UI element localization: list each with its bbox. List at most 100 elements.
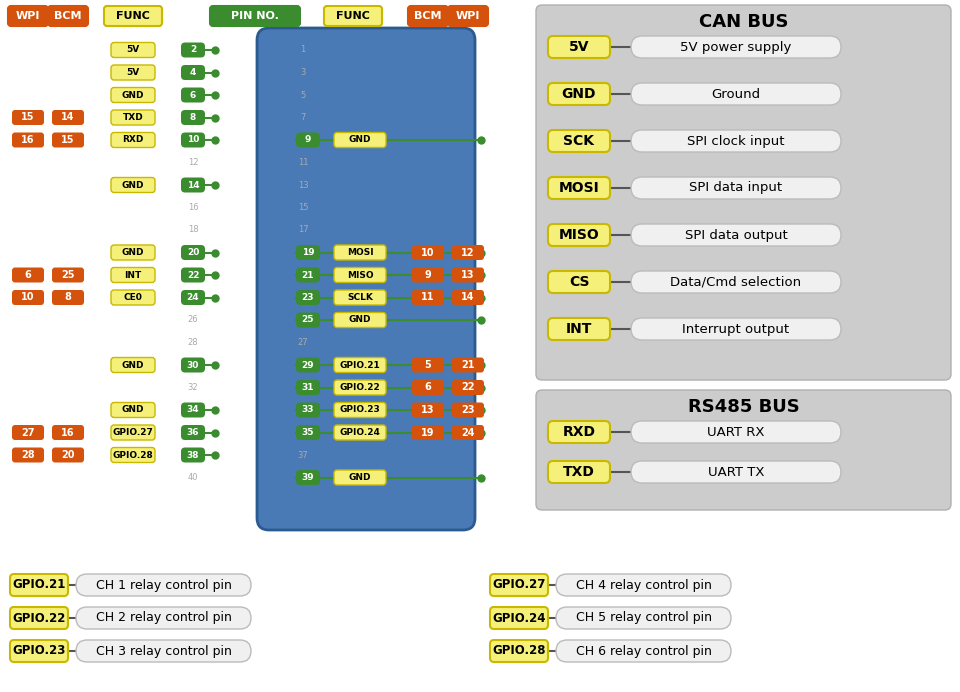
FancyBboxPatch shape xyxy=(111,268,155,282)
Text: RXD: RXD xyxy=(122,136,144,145)
Text: GPIO.21: GPIO.21 xyxy=(12,579,65,592)
Text: 24: 24 xyxy=(461,428,475,437)
Text: MISO: MISO xyxy=(347,271,373,280)
Text: 11: 11 xyxy=(421,293,435,302)
Text: FUNC: FUNC xyxy=(336,11,370,21)
Text: GPIO.28: GPIO.28 xyxy=(112,450,154,459)
Text: 8: 8 xyxy=(190,113,196,122)
Text: 19: 19 xyxy=(421,428,435,437)
FancyBboxPatch shape xyxy=(12,425,44,440)
FancyBboxPatch shape xyxy=(296,425,320,440)
Text: GND: GND xyxy=(562,87,596,101)
Text: 28: 28 xyxy=(188,338,199,347)
Text: 35: 35 xyxy=(301,428,314,437)
FancyBboxPatch shape xyxy=(210,6,300,26)
FancyBboxPatch shape xyxy=(12,110,44,125)
FancyBboxPatch shape xyxy=(181,245,205,260)
Text: GND: GND xyxy=(122,181,144,190)
FancyBboxPatch shape xyxy=(296,380,320,395)
Text: 20: 20 xyxy=(187,248,199,257)
Text: GND: GND xyxy=(122,406,144,415)
Text: 33: 33 xyxy=(301,406,314,415)
Text: 13: 13 xyxy=(461,270,475,280)
FancyBboxPatch shape xyxy=(452,358,484,372)
Text: GND: GND xyxy=(122,248,144,257)
Text: 9: 9 xyxy=(305,136,311,145)
FancyBboxPatch shape xyxy=(334,470,386,485)
Text: 29: 29 xyxy=(301,361,314,370)
FancyBboxPatch shape xyxy=(296,132,320,147)
Text: MISO: MISO xyxy=(559,228,599,242)
Text: 40: 40 xyxy=(188,473,199,482)
FancyBboxPatch shape xyxy=(452,268,484,282)
Text: SCLK: SCLK xyxy=(348,293,372,302)
FancyBboxPatch shape xyxy=(556,607,731,629)
FancyBboxPatch shape xyxy=(631,421,841,443)
FancyBboxPatch shape xyxy=(452,380,484,395)
FancyBboxPatch shape xyxy=(548,461,610,483)
FancyBboxPatch shape xyxy=(296,358,320,372)
Text: GPIO.22: GPIO.22 xyxy=(12,612,65,624)
Text: 6: 6 xyxy=(190,91,196,100)
FancyBboxPatch shape xyxy=(76,640,251,662)
Text: 5: 5 xyxy=(424,360,431,370)
FancyBboxPatch shape xyxy=(631,177,841,199)
FancyBboxPatch shape xyxy=(48,6,88,26)
FancyBboxPatch shape xyxy=(10,640,68,662)
Text: 7: 7 xyxy=(300,113,305,122)
Text: UART TX: UART TX xyxy=(708,466,764,478)
Text: INT: INT xyxy=(565,322,592,336)
FancyBboxPatch shape xyxy=(111,448,155,462)
FancyBboxPatch shape xyxy=(548,36,610,58)
Text: 16: 16 xyxy=(61,428,75,437)
Text: 23: 23 xyxy=(301,293,314,302)
FancyBboxPatch shape xyxy=(181,178,205,192)
FancyBboxPatch shape xyxy=(324,6,382,26)
FancyBboxPatch shape xyxy=(12,268,44,282)
Text: 15: 15 xyxy=(298,203,308,212)
Text: GPIO.27: GPIO.27 xyxy=(112,428,154,437)
FancyBboxPatch shape xyxy=(111,245,155,260)
FancyBboxPatch shape xyxy=(548,271,610,293)
Text: 14: 14 xyxy=(461,293,475,302)
FancyBboxPatch shape xyxy=(181,87,205,102)
Text: 34: 34 xyxy=(186,406,200,415)
FancyBboxPatch shape xyxy=(334,358,386,372)
Text: RS485 BUS: RS485 BUS xyxy=(687,398,800,416)
FancyBboxPatch shape xyxy=(548,83,610,105)
Text: 6: 6 xyxy=(424,383,431,392)
Text: 15: 15 xyxy=(21,113,35,122)
Text: 17: 17 xyxy=(298,226,308,235)
FancyBboxPatch shape xyxy=(52,132,84,147)
FancyBboxPatch shape xyxy=(452,403,484,417)
Text: GPIO.27: GPIO.27 xyxy=(492,579,545,592)
Text: 14: 14 xyxy=(186,181,200,190)
Text: UART RX: UART RX xyxy=(708,426,765,439)
FancyBboxPatch shape xyxy=(12,448,44,462)
FancyBboxPatch shape xyxy=(76,607,251,629)
Text: 22: 22 xyxy=(461,383,475,392)
FancyBboxPatch shape xyxy=(52,110,84,125)
FancyBboxPatch shape xyxy=(181,132,205,147)
FancyBboxPatch shape xyxy=(412,245,444,260)
FancyBboxPatch shape xyxy=(296,245,320,260)
FancyBboxPatch shape xyxy=(111,87,155,102)
FancyBboxPatch shape xyxy=(452,245,484,260)
FancyBboxPatch shape xyxy=(631,130,841,152)
Text: 4: 4 xyxy=(190,68,196,77)
FancyBboxPatch shape xyxy=(296,268,320,282)
FancyBboxPatch shape xyxy=(334,425,386,440)
FancyBboxPatch shape xyxy=(296,313,320,327)
Text: 16: 16 xyxy=(188,203,199,212)
FancyBboxPatch shape xyxy=(111,65,155,80)
FancyBboxPatch shape xyxy=(181,403,205,417)
Text: GPIO.24: GPIO.24 xyxy=(492,612,545,624)
Text: 10: 10 xyxy=(187,136,199,145)
Text: SPI data output: SPI data output xyxy=(684,228,787,242)
Text: SPI clock input: SPI clock input xyxy=(687,134,784,147)
Text: GND: GND xyxy=(348,136,372,145)
Text: 21: 21 xyxy=(461,360,475,370)
FancyBboxPatch shape xyxy=(111,132,155,147)
Text: BCM: BCM xyxy=(55,11,82,21)
FancyBboxPatch shape xyxy=(181,268,205,282)
